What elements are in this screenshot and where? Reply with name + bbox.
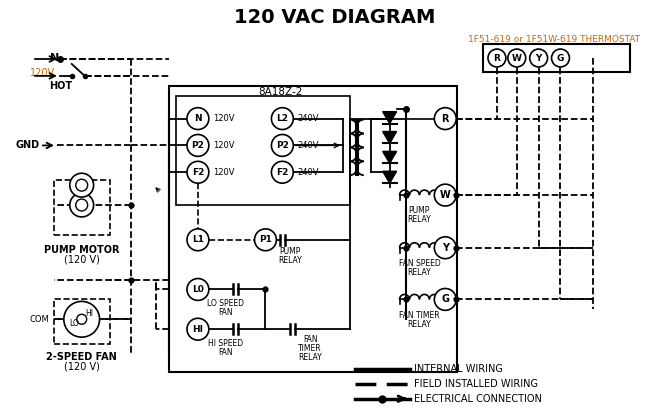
Text: Y: Y [535,54,542,62]
Bar [54,180,109,235]
Text: HOT: HOT [49,81,72,91]
Circle shape [434,108,456,129]
Circle shape [271,134,293,156]
Text: FAN: FAN [218,347,233,357]
Circle shape [271,161,293,183]
Circle shape [551,49,570,67]
Text: FAN SPEED: FAN SPEED [399,259,440,268]
Circle shape [530,49,547,67]
Text: G: G [557,54,564,62]
Text: F2: F2 [276,168,289,177]
Text: R: R [442,114,449,124]
Text: COM: COM [29,315,49,324]
Text: LO: LO [69,319,78,328]
Text: P2: P2 [192,141,204,150]
Circle shape [434,184,456,206]
Text: PUMP: PUMP [409,207,430,215]
Text: FAN: FAN [218,308,233,317]
Text: HI SPEED: HI SPEED [208,339,243,348]
Polygon shape [383,111,397,124]
Text: PUMP: PUMP [279,247,301,256]
Text: RELAY: RELAY [279,256,302,265]
Bar [176,96,350,205]
Text: ELECTRICAL CONNECTION: ELECTRICAL CONNECTION [415,394,542,404]
Text: N: N [194,114,202,123]
Text: 240V: 240V [297,114,319,123]
Text: 240V: 240V [297,168,319,177]
Text: P1: P1 [259,235,272,244]
Text: 120 VAC DIAGRAM: 120 VAC DIAGRAM [234,8,436,27]
Text: L2: L2 [276,114,288,123]
Text: W: W [512,54,522,62]
Text: F2: F2 [192,168,204,177]
Circle shape [70,173,94,197]
Text: FAN: FAN [303,335,318,344]
Text: FAN TIMER: FAN TIMER [399,311,440,320]
Circle shape [187,318,209,340]
Text: RELAY: RELAY [407,268,431,277]
Text: 120V: 120V [30,68,55,78]
Bar [169,86,457,372]
Text: RELAY: RELAY [298,352,322,362]
Text: RELAY: RELAY [407,320,431,329]
Text: FIELD INSTALLED WIRING: FIELD INSTALLED WIRING [415,379,539,389]
Circle shape [70,193,94,217]
Text: 240V: 240V [297,141,319,150]
Polygon shape [383,171,397,183]
Polygon shape [383,132,397,143]
Circle shape [76,179,88,191]
Text: HI: HI [192,325,204,334]
Text: (120 V): (120 V) [64,362,100,372]
Text: GND: GND [16,140,40,150]
Circle shape [434,237,456,259]
Circle shape [77,314,86,324]
Circle shape [187,108,209,129]
Text: 120V: 120V [213,168,234,177]
Text: 8A18Z-2: 8A18Z-2 [258,87,303,97]
Text: N: N [50,53,59,63]
Text: L1: L1 [192,235,204,244]
Circle shape [187,229,209,251]
Circle shape [187,161,209,183]
Circle shape [187,134,209,156]
Circle shape [488,49,506,67]
Text: P2: P2 [276,141,289,150]
Text: LO SPEED: LO SPEED [207,299,245,308]
Text: 1F51-619 or 1F51W-619 THERMOSTAT: 1F51-619 or 1F51W-619 THERMOSTAT [468,35,640,44]
Text: RELAY: RELAY [407,215,431,225]
Circle shape [434,288,456,310]
Text: INTERNAL WIRING: INTERNAL WIRING [415,364,503,374]
Text: TIMER: TIMER [298,344,322,352]
Circle shape [76,199,88,211]
Text: L0: L0 [192,285,204,294]
Circle shape [271,108,293,129]
Text: PUMP MOTOR: PUMP MOTOR [44,245,119,255]
Polygon shape [383,151,397,163]
Text: R: R [494,54,500,62]
Circle shape [64,301,100,337]
Circle shape [255,229,277,251]
Bar [54,300,109,344]
Text: W: W [440,190,451,200]
Text: 120V: 120V [213,141,234,150]
Circle shape [187,279,209,300]
Bar [483,44,630,72]
Text: Y: Y [442,243,449,253]
Text: (120 V): (120 V) [64,255,100,265]
Text: 2-SPEED FAN: 2-SPEED FAN [46,352,117,362]
Text: HI: HI [86,309,94,318]
Text: 120V: 120V [213,114,234,123]
Circle shape [508,49,526,67]
Text: G: G [442,295,450,304]
